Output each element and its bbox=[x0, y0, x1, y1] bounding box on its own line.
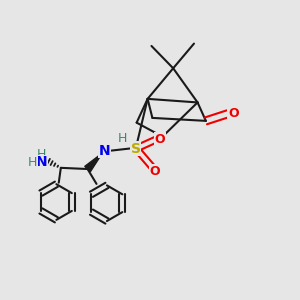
Text: H: H bbox=[28, 156, 37, 169]
Text: H: H bbox=[118, 132, 127, 146]
Text: S: S bbox=[131, 142, 141, 155]
Polygon shape bbox=[85, 153, 102, 172]
Text: N: N bbox=[36, 155, 47, 170]
Text: O: O bbox=[228, 107, 238, 120]
Text: O: O bbox=[150, 165, 160, 178]
Text: N: N bbox=[99, 144, 110, 158]
Text: H: H bbox=[37, 148, 46, 161]
Text: O: O bbox=[155, 133, 165, 146]
